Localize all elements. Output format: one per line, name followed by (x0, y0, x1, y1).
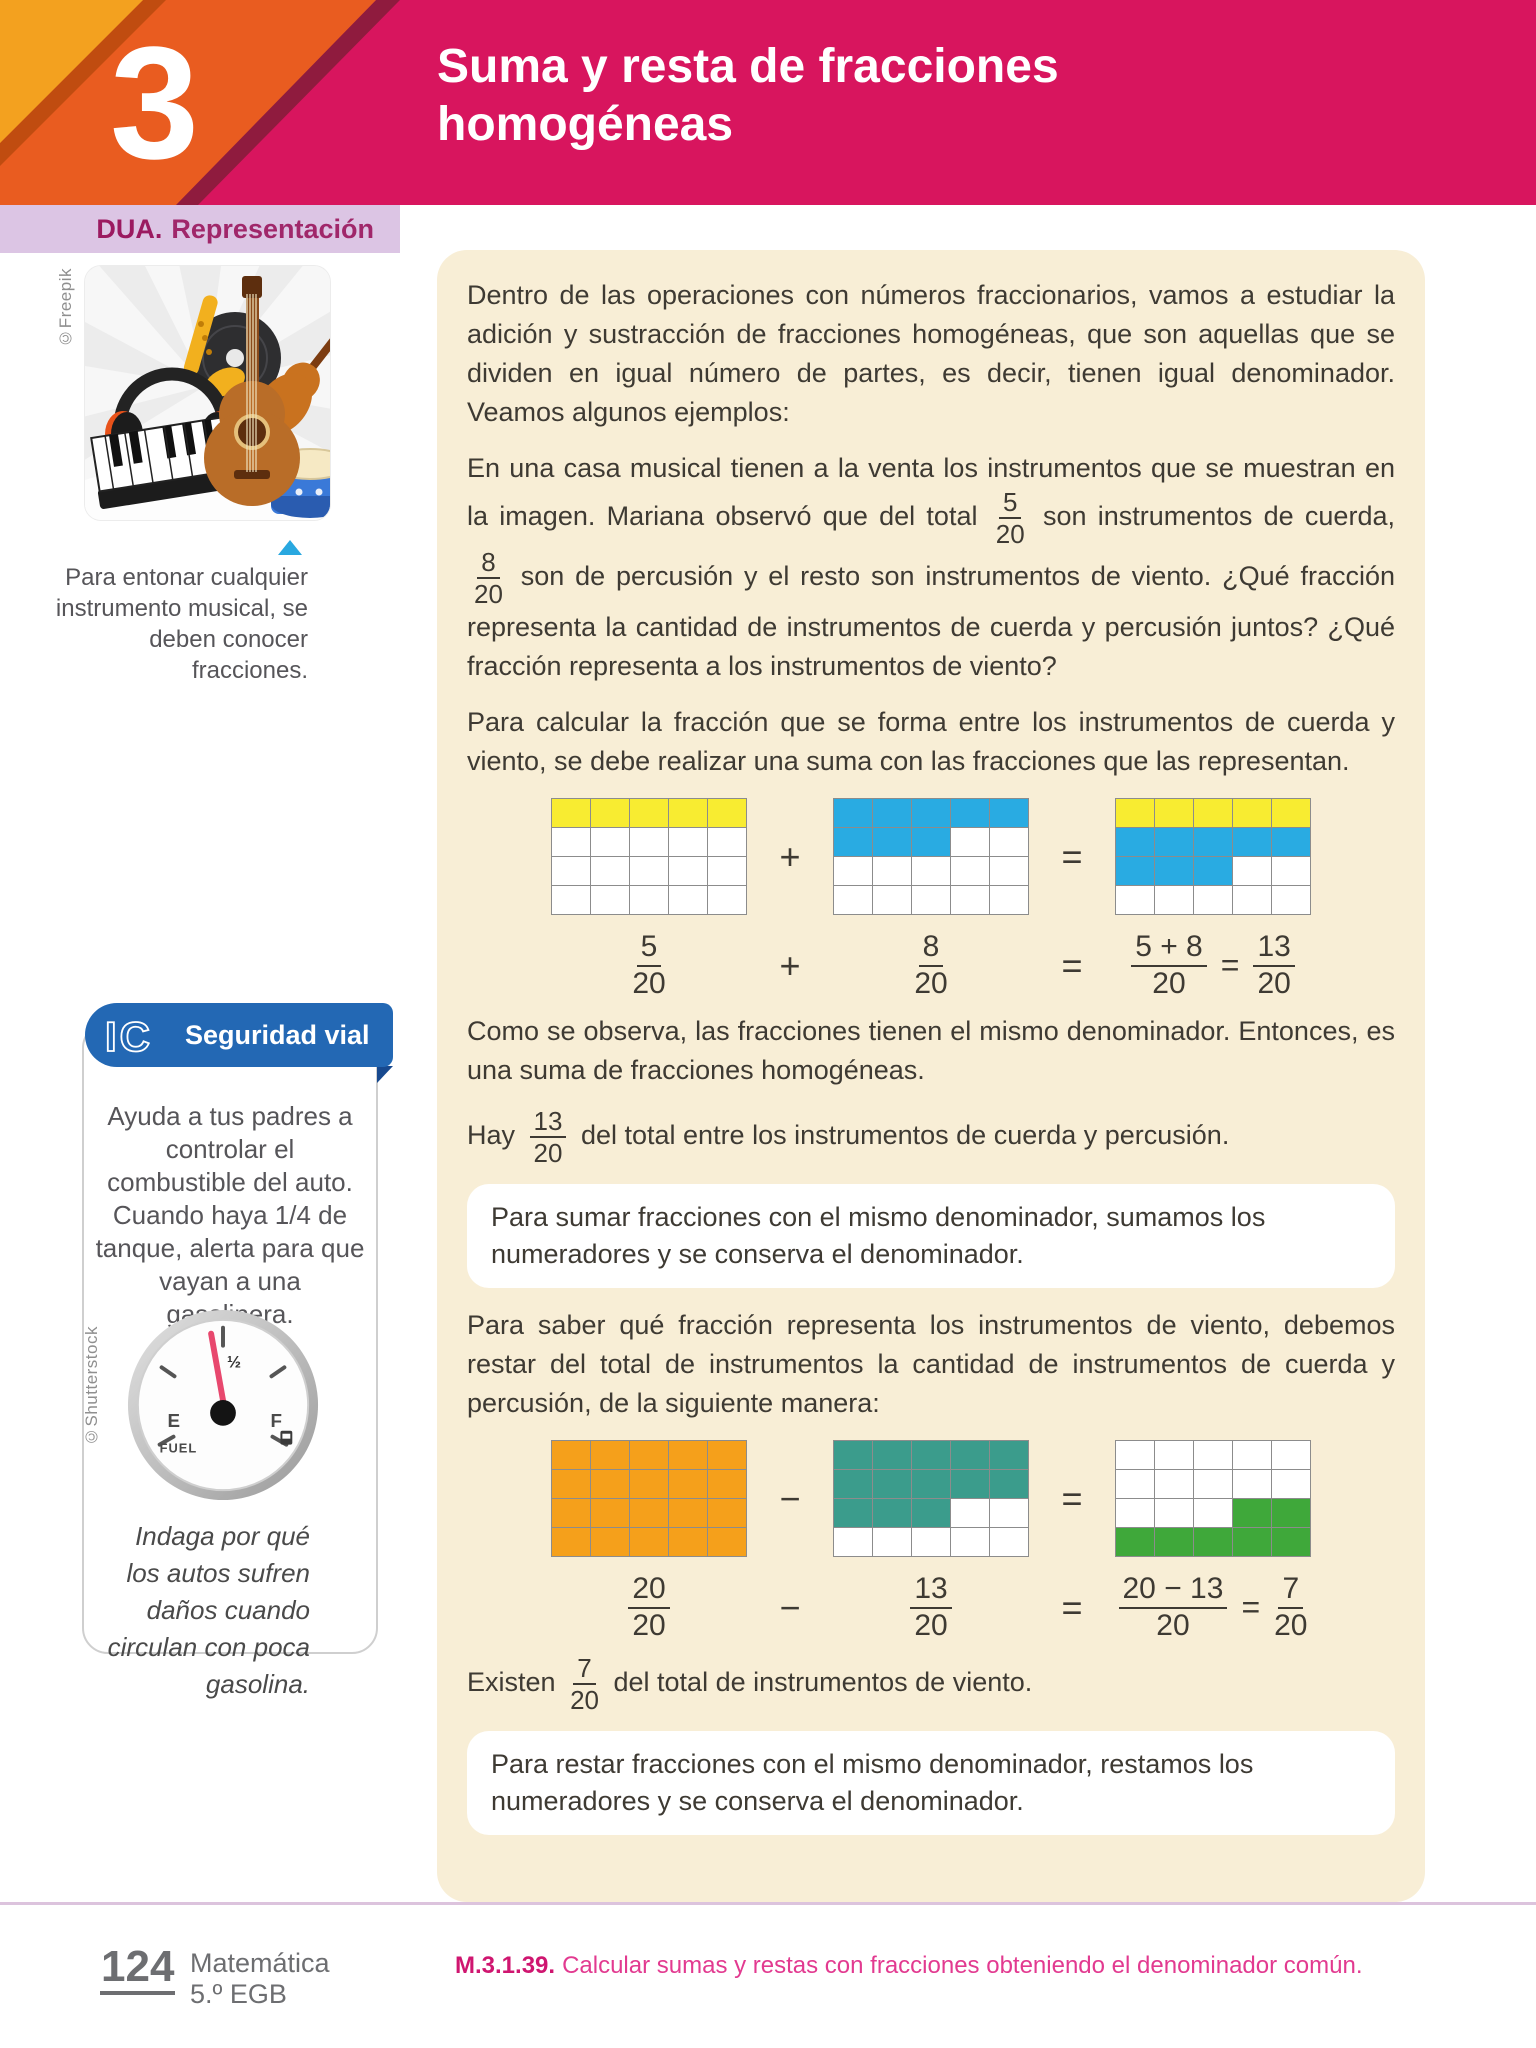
minus-operator: − (779, 1478, 801, 1520)
grid-7-20 (1115, 1440, 1311, 1558)
fraction-13-20: 13 20 (529, 1107, 567, 1167)
svg-text:FUEL: FUEL (160, 1441, 198, 1456)
gauge-credit: ©Shutterstock (82, 1326, 101, 1446)
paragraph-diff-intro: Para saber qué fracción representa los i… (467, 1310, 1395, 1419)
svg-text:E: E (168, 1410, 181, 1431)
svg-text:IC: IC (105, 1013, 153, 1059)
fraction-sum-expr: 5 + 8 20 (1131, 930, 1207, 1000)
diff-equation-row: 20 20 − 13 20 = 20 − 13 20 = 7 20 (467, 1572, 1395, 1642)
dua-label-bar: DUA. Representación (0, 205, 400, 253)
image-credit: ©Freepik (56, 268, 75, 348)
fraction-7-20-eq: 7 20 (1274, 1572, 1308, 1642)
standard-text: Calcular sumas y restas con fracciones o… (562, 1952, 1363, 1979)
diff-grids-row: − = (467, 1440, 1395, 1558)
grid-13-20-teal (833, 1440, 1029, 1558)
ribbon-fold-icon (377, 1066, 393, 1083)
page-title: Suma y resta de fracciones homogéneas (437, 40, 1059, 151)
dua-label: DUA. (96, 213, 163, 244)
fuel-gauge-icon: ½ E F FUEL (127, 1309, 319, 1501)
paragraph-problem: En una casa musical tienen a la venta lo… (467, 453, 1395, 682)
sum-grids-row: + = (467, 798, 1395, 916)
seguridad-vial-text: Ayuda a tus padres a controlar el combus… (95, 1101, 365, 1329)
fraction-diff-expr: 20 − 13 20 (1118, 1572, 1228, 1642)
footer-divider (0, 1902, 1536, 1905)
curriculum-standard: M.3.1.39. Calcular sumas y restas con fra… (455, 1952, 1363, 1980)
standard-code: M.3.1.39. (455, 1952, 556, 1979)
paragraph-intro: Dentro de las operaciones con números fr… (467, 280, 1395, 427)
fraction-8-20: 8 20 (474, 547, 503, 610)
equals-operator: = (1061, 836, 1083, 878)
grid-13-20 (1115, 798, 1311, 916)
equals-operator-2: = (1061, 1478, 1083, 1520)
paragraph-result-sum: Hay 13 20 del total entre los instrumento… (467, 1106, 1230, 1169)
svg-text:F: F (271, 1410, 282, 1431)
page-number: 124 (100, 1943, 176, 1995)
fraction-5-20-eq: 5 20 (632, 930, 666, 1000)
chapter-number: 3 (110, 12, 199, 192)
caption-pointer-icon (278, 540, 302, 555)
chapter-header: 3 Suma y resta de fracciones homogéneas (0, 0, 1536, 205)
fraction-13-20-eq2: 13 20 (910, 1572, 952, 1642)
diff-rule-box: Para restar fracciones con el mismo deno… (467, 1731, 1395, 1836)
seguridad-vial-header: IC Seguridad vial (85, 1003, 393, 1067)
fraction-8-20-eq: 8 20 (914, 930, 948, 1000)
ic-logo-icon: IC (104, 1012, 153, 1059)
grid-20-20 (551, 1440, 747, 1558)
instruments-image (85, 266, 330, 520)
fraction-5-20: 5 20 (995, 487, 1025, 550)
fraction-20-20-eq: 20 20 (628, 1572, 670, 1642)
plus-operator: + (779, 836, 801, 878)
fraction-7-20: 7 20 (570, 1653, 599, 1716)
grid-8-20 (833, 798, 1029, 916)
paragraph-sum-intro: Para calcular la fracción que se forma e… (467, 707, 1395, 777)
dua-sublabel: Representación (171, 213, 374, 244)
grid-5-20 (551, 798, 747, 916)
guitar-icon (204, 276, 300, 506)
fuel-pump-icon (280, 1430, 293, 1445)
paragraph-observation: Como se observa, las fracciones tienen e… (467, 1016, 1395, 1086)
sum-rule-box: Para sumar fracciones con el mismo denom… (467, 1184, 1395, 1289)
paragraph-result-diff: Existen 7 20 del total de instrumentos de… (467, 1653, 1033, 1716)
book-label: Matemática 5.º EGB (190, 1948, 330, 2009)
fraction-13-20-eq: 13 20 (1253, 930, 1295, 1000)
main-content-panel: Dentro de las operaciones con números fr… (437, 250, 1425, 1902)
musical-instruments-illustration (85, 266, 330, 520)
image-caption: Para entonar cualquier instrumento music… (55, 564, 308, 684)
fuel-gauge-image: ½ E F FUEL (124, 1306, 322, 1504)
sum-equation-row: 5 20 + 8 20 = 5 + 8 20 = 13 20 (467, 930, 1395, 1000)
seguridad-vial-prompt: Indaga por qué los autos sufren daños cu… (107, 1521, 310, 1699)
svg-text:½: ½ (227, 1352, 241, 1371)
seguridad-vial-title: Seguridad vial (185, 1019, 370, 1050)
